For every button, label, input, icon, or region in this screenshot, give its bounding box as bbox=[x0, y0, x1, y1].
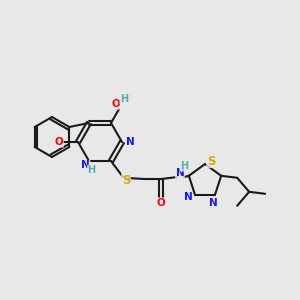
Text: O: O bbox=[55, 137, 63, 147]
Text: N: N bbox=[176, 168, 184, 178]
Text: H: H bbox=[87, 165, 96, 176]
Text: N: N bbox=[126, 137, 134, 147]
Text: H: H bbox=[120, 94, 128, 104]
Text: S: S bbox=[207, 154, 215, 168]
Text: O: O bbox=[157, 198, 165, 208]
Text: H: H bbox=[180, 161, 188, 171]
Text: S: S bbox=[122, 174, 130, 187]
Text: O: O bbox=[112, 99, 120, 109]
Text: N: N bbox=[184, 192, 192, 202]
Text: N: N bbox=[81, 160, 90, 170]
Text: N: N bbox=[208, 198, 217, 208]
